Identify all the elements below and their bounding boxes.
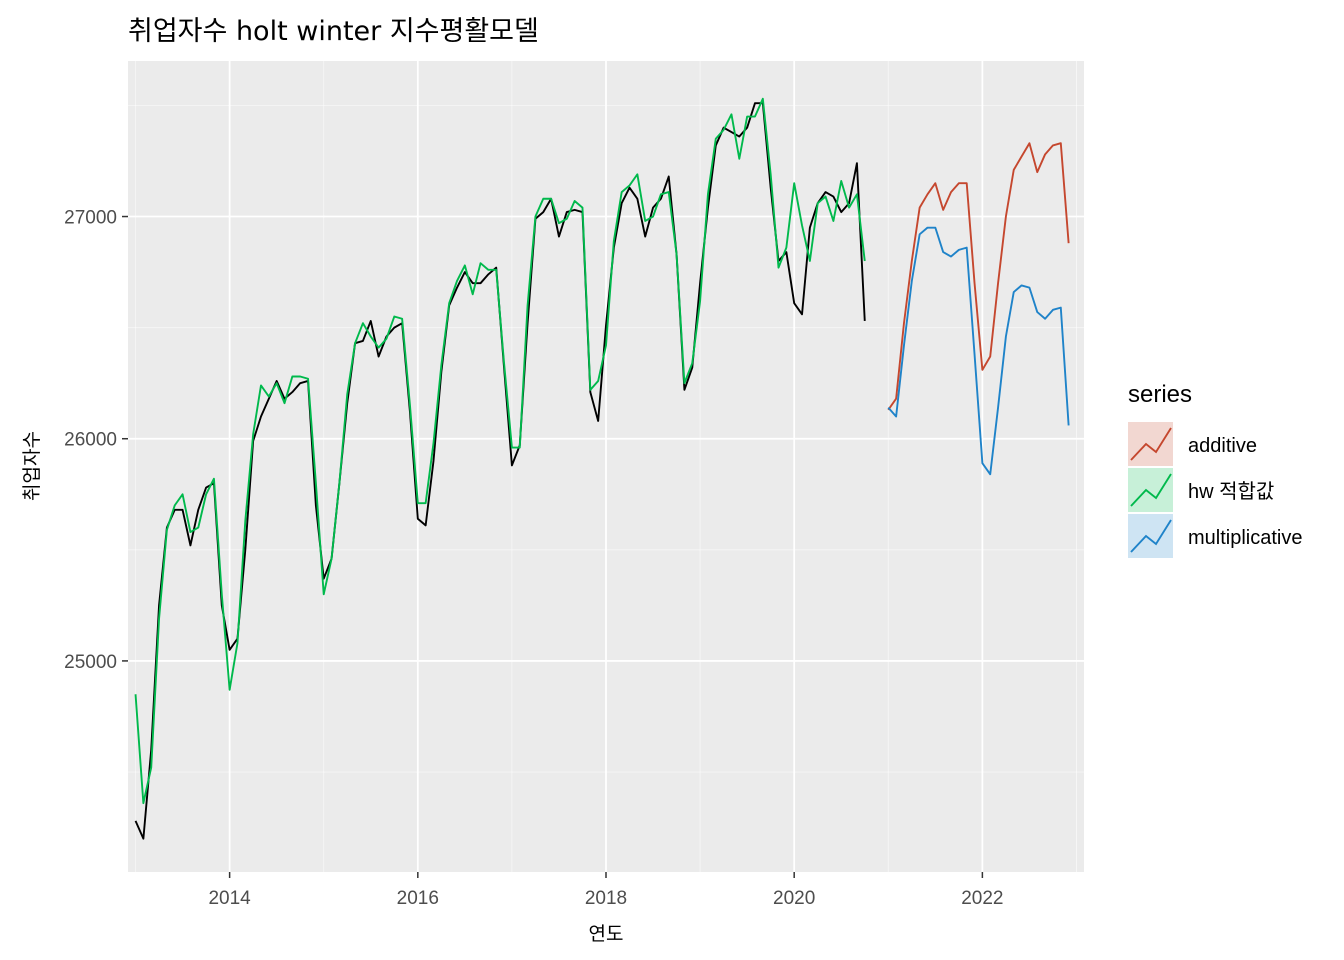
legend-keys: additive hw 적합값 multiplicative <box>1128 422 1302 558</box>
legend-label: multiplicative <box>1188 527 1302 549</box>
legend-item-hw-fit: hw 적합값 <box>1128 468 1274 512</box>
legend-key-line <box>1130 427 1172 461</box>
legend-key-box <box>1128 514 1173 558</box>
legend-key-line <box>1130 519 1172 553</box>
legend-title: series <box>1128 381 1192 408</box>
y-axis-title: 취업자수 <box>21 431 43 501</box>
y-tick-label: 25000 <box>64 652 117 673</box>
legend-item-additive: additive <box>1128 422 1257 466</box>
legend-key-box <box>1128 468 1173 512</box>
y-tick-label: 26000 <box>64 430 117 451</box>
legend-key-line <box>1130 473 1172 507</box>
legend-label: hw 적합값 <box>1188 480 1274 503</box>
major-gridlines <box>128 61 1084 872</box>
y-tick-label: 27000 <box>64 208 117 229</box>
series-line-additive <box>887 142 1070 411</box>
y-axis: 25000 26000 27000 <box>64 208 128 673</box>
x-axis: 2014 2016 2018 2020 2022 <box>208 872 1004 909</box>
series-line-hw-fit <box>134 97 866 805</box>
legend-label: additive <box>1188 435 1257 457</box>
series-line-multiplicative <box>887 226 1070 476</box>
chart-title: 취업자수 holt winter 지수평활모델 <box>128 16 539 47</box>
x-tick-label: 2018 <box>585 888 627 909</box>
legend-key-box <box>1128 422 1173 466</box>
series-lines <box>134 97 1070 840</box>
x-tick-label: 2014 <box>208 888 251 909</box>
legend-item-multiplicative: multiplicative <box>1128 514 1302 558</box>
x-tick-label: 2020 <box>773 888 815 909</box>
legend: series additive hw 적합값 multiplicative <box>1128 381 1302 558</box>
x-tick-label: 2016 <box>397 888 439 909</box>
x-tick-label: 2022 <box>961 888 1003 909</box>
x-axis-title: 연도 <box>589 923 624 945</box>
